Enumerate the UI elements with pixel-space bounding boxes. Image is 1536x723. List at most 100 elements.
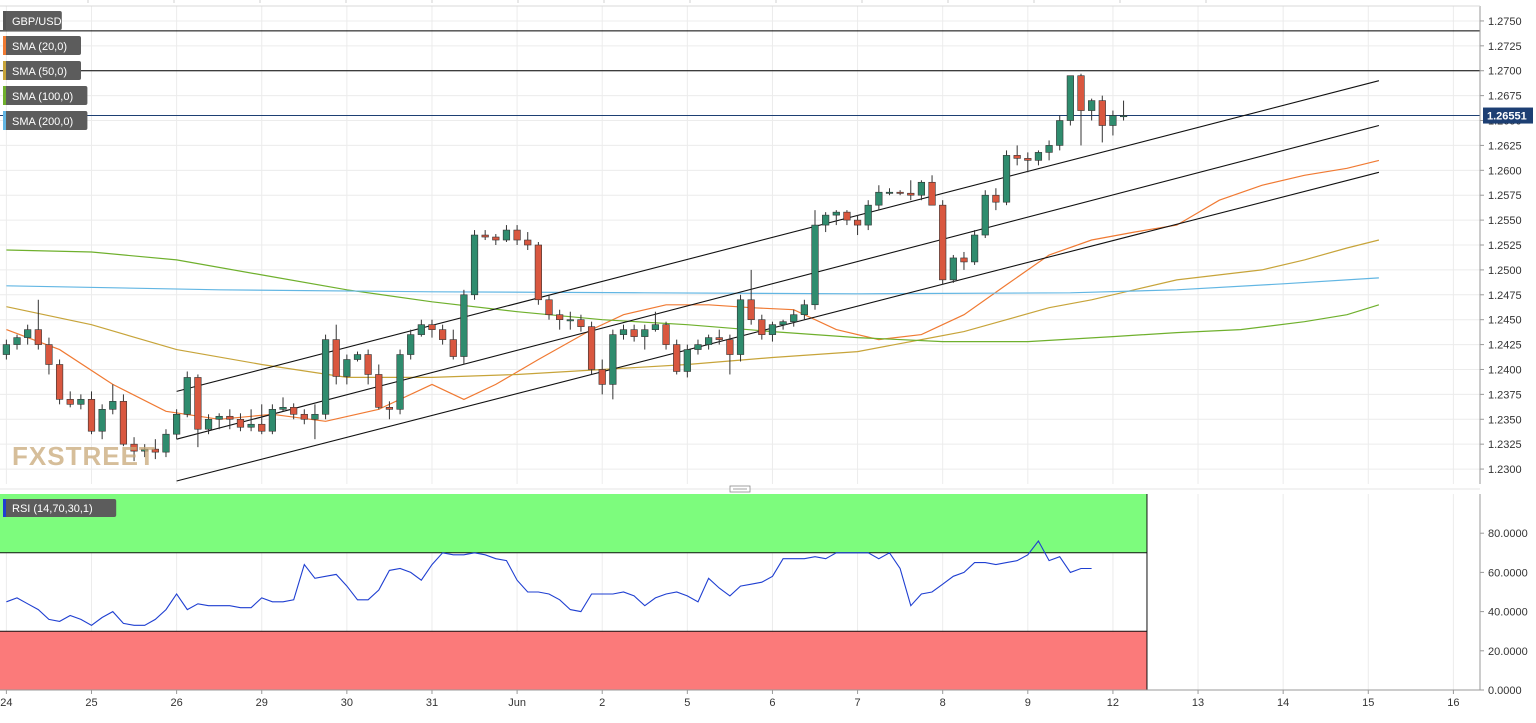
candle-bull <box>321 339 330 415</box>
price-tick-label: 1.2500 <box>1488 265 1522 277</box>
time-tick-label: 13 <box>1192 697 1204 709</box>
candle-bear <box>428 324 436 330</box>
price-tick-label: 1.2400 <box>1488 364 1522 376</box>
candle-bear <box>87 399 96 432</box>
legend-item-bg <box>3 11 62 30</box>
time-tick-label: 30 <box>341 697 353 709</box>
candle-bull <box>1119 115 1128 118</box>
time-tick-label: 8 <box>940 697 946 709</box>
candle-bear <box>449 339 457 357</box>
candle-bull <box>141 448 149 452</box>
candle-bear <box>364 354 372 375</box>
candle-bear <box>896 191 904 194</box>
candle-bull <box>24 329 32 338</box>
price-tick-label: 1.2725 <box>1488 41 1522 53</box>
rsi-legend-swatch <box>3 499 6 517</box>
time-tick-label: 24 <box>0 697 12 709</box>
candle-bear <box>715 337 723 340</box>
candle-bull <box>971 234 979 263</box>
candle-bear <box>907 192 915 196</box>
price-tick-label: 1.2300 <box>1488 464 1522 476</box>
axes: 1.27501.27251.27001.26751.26501.26251.26… <box>0 5 1533 493</box>
candle-bear <box>194 377 202 430</box>
candle-bull <box>768 324 777 335</box>
legend-color-swatch <box>3 86 6 105</box>
price-tick-label: 1.2450 <box>1488 315 1522 327</box>
candle-bear <box>513 229 521 241</box>
candle-bull <box>311 413 319 420</box>
candle-bull <box>215 415 223 420</box>
rsi-overbought-zone <box>0 494 1147 553</box>
legend: GBP/USD SMA (20,0) SMA (50,0) SMA (100,0) SM… <box>3 11 88 130</box>
candle-bull <box>917 181 926 196</box>
candle-bear <box>55 364 64 400</box>
legend-item-label: GBP/USD <box>12 16 62 28</box>
candle-bull <box>1088 100 1096 111</box>
trendline-channel-upper <box>176 80 1380 392</box>
candle-bull <box>162 433 170 453</box>
candle-bull <box>204 418 213 430</box>
candle-bull <box>683 349 691 372</box>
price-tick-label: 1.2600 <box>1488 165 1522 177</box>
candle-bear <box>226 415 234 420</box>
candle-bull <box>1109 115 1117 126</box>
sma-line <box>6 277 1379 295</box>
candle-bear <box>332 339 340 377</box>
time-tick-label: 26 <box>170 697 182 709</box>
candle-bull <box>279 407 287 410</box>
rsi-legend-bg <box>3 499 117 517</box>
candle-bear <box>556 314 564 320</box>
legend-item-bg <box>3 86 88 105</box>
candle-bull <box>619 329 628 335</box>
candle-bull <box>407 334 415 355</box>
legend-color-swatch <box>3 111 6 130</box>
legend-item-label: SMA (20,0) <box>12 41 67 53</box>
horizontal-lines <box>0 30 1480 117</box>
candle-bear <box>1024 158 1032 161</box>
candle-bear <box>758 319 766 335</box>
price-tick-label: 1.2550 <box>1488 215 1522 227</box>
candle-bull <box>694 344 702 350</box>
candle-bull <box>353 354 362 360</box>
candle-bull <box>77 399 85 405</box>
candle-bull <box>470 234 479 296</box>
rsi-panel: 80.0000 60.0000 40.0000 20.0000 0.0000 RSI (1… <box>0 494 1528 697</box>
time-tick-label: 6 <box>769 697 775 709</box>
candle-bull <box>1056 120 1064 146</box>
rsi-line <box>6 539 1092 626</box>
time-tick-label: 16 <box>1447 697 1459 709</box>
candle-bull <box>641 329 649 337</box>
candle-bull <box>460 294 468 357</box>
candle-bull <box>832 211 840 216</box>
candle-bear <box>545 299 553 316</box>
legend-item-bg <box>3 36 81 55</box>
candle-bear <box>258 423 266 432</box>
candle-bull <box>109 401 117 410</box>
candle-bear <box>960 257 968 263</box>
candle-bull <box>1002 155 1011 203</box>
candle-bear <box>747 299 755 320</box>
candle-bear <box>577 319 585 327</box>
trendline-channel-lower <box>176 171 1380 482</box>
price-tick-label: 1.2425 <box>1488 340 1522 352</box>
candle-bear <box>375 374 383 408</box>
price-tick-label: 1.2750 <box>1488 16 1522 28</box>
candle-bull <box>800 304 808 316</box>
time-axis: 24 25 26 29 30 31 Jun 2 5 6 7 8 9 12 13 14 15 16 <box>0 689 1480 709</box>
candle-bull <box>864 204 872 226</box>
candle-bull <box>502 229 511 241</box>
candle-bear <box>1077 75 1085 111</box>
legend-item-label: SMA (200,0) <box>12 116 73 128</box>
candle-bull <box>396 354 404 410</box>
candle-bull <box>343 359 351 377</box>
time-tick-label: 31 <box>426 697 438 709</box>
candle-bear <box>843 211 851 221</box>
candle-bear <box>119 401 128 445</box>
legend-color-swatch <box>3 61 6 80</box>
time-tick-label: 25 <box>85 697 97 709</box>
candle-bear <box>598 369 606 385</box>
candle-bear <box>939 204 947 281</box>
time-tick-label: 5 <box>684 697 690 709</box>
candle-bear <box>524 239 532 246</box>
last-price-label: 1.26551 <box>1487 111 1527 123</box>
